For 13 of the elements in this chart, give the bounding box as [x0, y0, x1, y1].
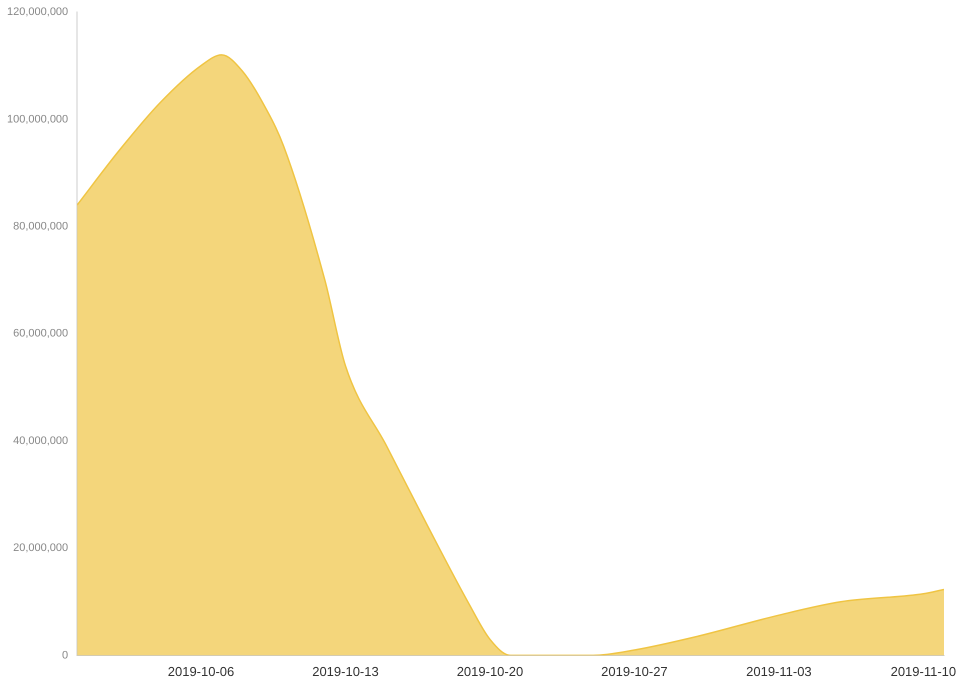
x-tick-label: 2019-10-27 [601, 664, 668, 679]
y-tick-label: 0 [62, 649, 68, 662]
y-tick-label: 120,000,000 [7, 6, 68, 18]
y-tick-label: 100,000,000 [7, 113, 68, 126]
y-tick-label: 60,000,000 [13, 328, 68, 340]
y-tick-label: 40,000,000 [13, 434, 68, 447]
y-tick-label: 80,000,000 [13, 220, 68, 232]
x-tick-label: 2019-10-20 [456, 664, 524, 679]
x-tick-label: 2019-10-06 [168, 664, 234, 679]
y-tick-label: 20,000,000 [13, 542, 68, 554]
x-tick-label: 2019-10-13 [312, 664, 379, 679]
x-tick-label: 2019-11-03 [746, 664, 812, 679]
x-tick-label: 2019-11-10 [890, 664, 956, 679]
